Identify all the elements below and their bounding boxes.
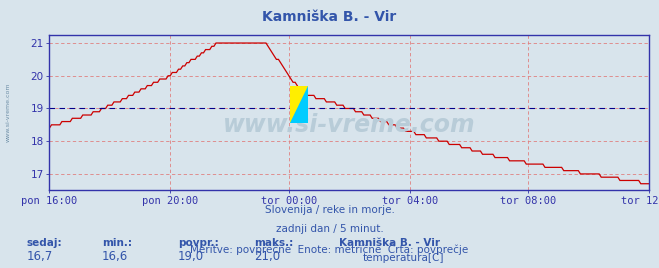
Text: povpr.:: povpr.: xyxy=(178,238,219,248)
Text: 19,0: 19,0 xyxy=(178,250,204,263)
Text: zadnji dan / 5 minut.: zadnji dan / 5 minut. xyxy=(275,224,384,234)
Text: Kamniška B. - Vir: Kamniška B. - Vir xyxy=(262,10,397,24)
Text: min.:: min.: xyxy=(102,238,132,248)
Text: maks.:: maks.: xyxy=(254,238,293,248)
Polygon shape xyxy=(290,86,308,123)
Text: Slovenija / reke in morje.: Slovenija / reke in morje. xyxy=(264,205,395,215)
Text: www.si-vreme.com: www.si-vreme.com xyxy=(5,83,11,142)
Text: 16,6: 16,6 xyxy=(102,250,129,263)
Text: www.si-vreme.com: www.si-vreme.com xyxy=(223,113,476,137)
Text: sedaj:: sedaj: xyxy=(26,238,62,248)
Text: temperatura[C]: temperatura[C] xyxy=(362,253,444,263)
Polygon shape xyxy=(290,86,308,123)
Text: 21,0: 21,0 xyxy=(254,250,280,263)
Text: Meritve: povprečne  Enote: metrične  Črta: povprečje: Meritve: povprečne Enote: metrične Črta:… xyxy=(190,243,469,255)
Text: Kamniška B. - Vir: Kamniška B. - Vir xyxy=(339,238,440,248)
Text: 16,7: 16,7 xyxy=(26,250,53,263)
